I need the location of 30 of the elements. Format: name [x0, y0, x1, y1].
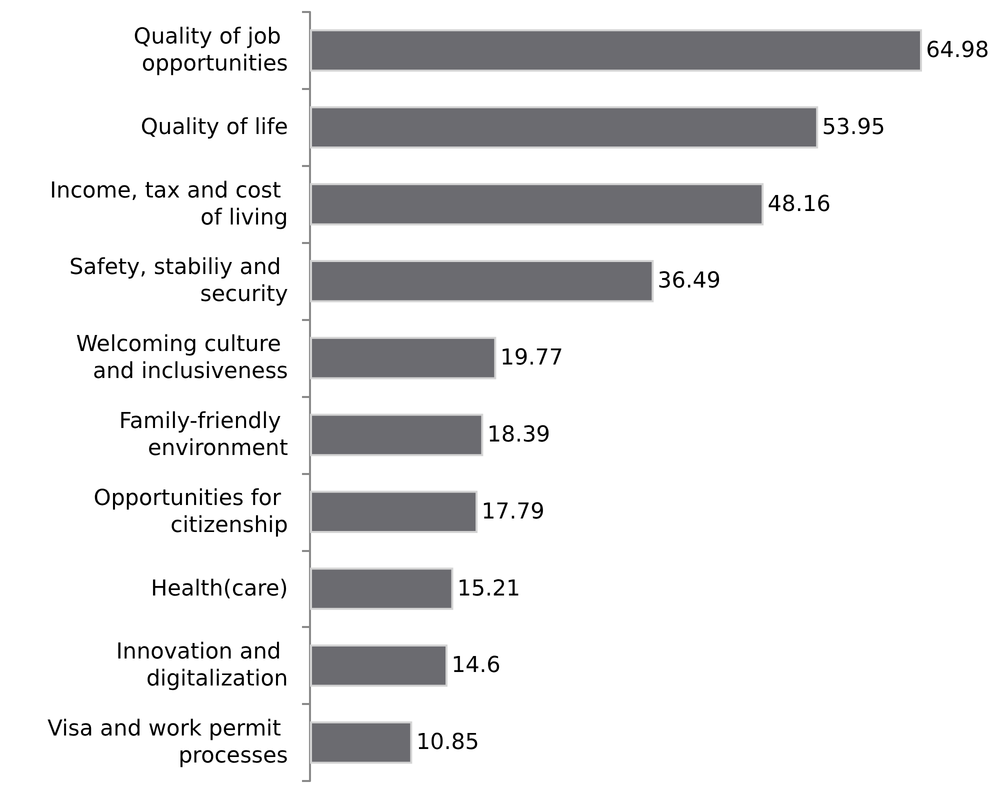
bar [310, 644, 448, 687]
data-label: 36.49 [658, 268, 721, 294]
y-tick-label: Visa and work permit processes [47, 716, 288, 769]
bar [310, 490, 478, 533]
y-tick-label: Innovation and digitalization [116, 640, 288, 692]
data-label: 64.98 [926, 38, 989, 63]
data-label: 48.16 [768, 192, 831, 217]
bar [310, 183, 764, 226]
y-tick-label: Opportunities for citizenship [94, 486, 288, 538]
bar [310, 721, 412, 764]
bar [310, 568, 454, 610]
bar [310, 106, 818, 148]
bar [310, 29, 922, 72]
data-label: 53.95 [822, 114, 886, 140]
y-tick-label: Quality of job opportunities [134, 24, 288, 76]
y-tick-label: Safety, stabiliy and security [69, 255, 288, 308]
bar [310, 260, 654, 302]
data-label: 14.6 [452, 653, 500, 678]
y-tick-label: Income, tax and cost of living [50, 178, 288, 230]
bar [310, 414, 484, 456]
data-label: 17.79 [482, 499, 545, 524]
y-tick-label: Quality of life [140, 114, 288, 140]
y-tick-label: Welcoming culture and inclusiveness [76, 332, 288, 384]
y-tick-label: Health(care) [150, 576, 288, 602]
data-label: 18.39 [487, 422, 550, 448]
bar [310, 336, 496, 380]
data-label: 19.77 [500, 346, 564, 371]
data-label: 15.21 [457, 576, 520, 602]
data-label: 10.85 [416, 730, 480, 756]
y-tick-label: Family-friendly environment [119, 408, 288, 461]
